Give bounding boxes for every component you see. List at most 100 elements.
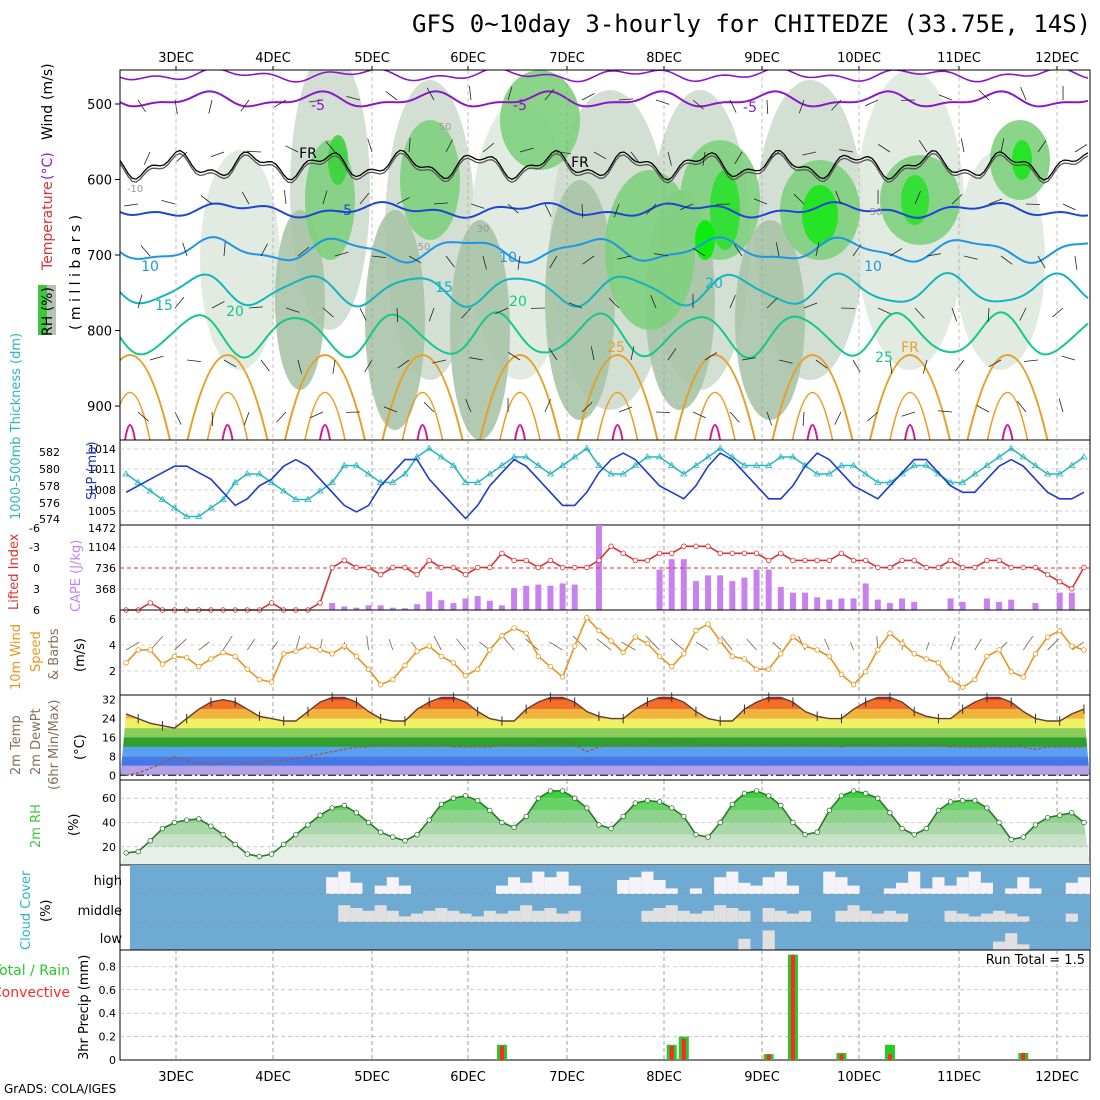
wind-units-label: (m/s)	[73, 638, 88, 672]
y-tick-label: 8	[109, 750, 116, 763]
lifted-index-line-point	[511, 557, 517, 564]
wind-speed-line-point	[365, 666, 372, 672]
wind-barb	[1016, 400, 1027, 413]
lifted-index-line-point	[1032, 564, 1039, 571]
y-tick-label: 368	[95, 583, 116, 596]
rh2m-line-point	[717, 819, 723, 826]
thickness-line-point	[122, 470, 130, 477]
wind-barb	[426, 87, 435, 101]
thickness-line-point	[825, 470, 834, 477]
thickness-line-point	[279, 487, 288, 494]
wind-barb	[767, 151, 780, 161]
cloud-block	[1017, 944, 1030, 950]
wind-barb	[285, 307, 300, 313]
cape-bar	[814, 597, 821, 610]
y-tick-label: 0	[33, 562, 40, 575]
rh2m-line-point	[523, 813, 529, 820]
cape-bar	[850, 598, 857, 610]
y-tick-label: 60	[102, 792, 116, 805]
cloud-block	[508, 877, 521, 894]
rh2m-line-point	[1044, 814, 1051, 821]
wind-barb	[1020, 86, 1027, 101]
wind-barb	[433, 202, 448, 205]
wind-barb	[988, 359, 1002, 368]
thickness-line-point	[849, 461, 858, 468]
lifted-index-line-point	[899, 557, 905, 564]
wind-speed-line-point	[341, 643, 348, 649]
temp-units-label: (°C)	[73, 734, 88, 760]
isotherm-35	[416, 424, 429, 440]
thickness-line-point	[473, 478, 482, 485]
freezing-line	[120, 152, 1089, 184]
wind-speed-line-point	[571, 643, 578, 649]
lifted-index-line-point	[765, 557, 772, 564]
temp-band	[120, 699, 1090, 710]
thickness-line-point	[1007, 444, 1015, 451]
thickness-line-point	[607, 470, 615, 477]
isotherm-label: 15	[435, 280, 453, 296]
cape-bar	[341, 606, 348, 610]
wind-barb	[211, 411, 214, 427]
cloud-block	[447, 910, 460, 922]
wind-speed-line-point	[935, 660, 942, 666]
lifted-index-line-point	[729, 550, 736, 557]
thickness-line-point	[316, 487, 324, 494]
wind-barb	[1000, 138, 1005, 153]
wind-barb	[423, 401, 435, 413]
rh2m-line-point	[620, 813, 626, 820]
thickness-line-point	[740, 461, 749, 468]
isotherm-label: 25	[875, 350, 893, 366]
wind-speed-line-point	[196, 663, 202, 670]
wind-barb	[408, 255, 422, 264]
precip-conv-bar	[499, 1045, 504, 1060]
lifted-index-line-point	[668, 550, 675, 557]
thickness-line-point	[461, 478, 470, 485]
isotherm-25	[966, 354, 1049, 440]
wind-barb	[850, 641, 854, 651]
rh2m-line-point	[984, 805, 990, 811]
wind-barb	[309, 99, 324, 103]
isotherm-label: -5	[513, 98, 527, 114]
thickness-line-point	[1068, 461, 1076, 468]
cloud-block	[944, 885, 957, 894]
cape-bar	[523, 585, 530, 610]
thickness-line-point	[328, 478, 336, 485]
thickness-line-point	[764, 461, 773, 468]
isotherm-35	[611, 424, 624, 440]
wind-barb	[581, 93, 595, 101]
isotherm-25	[479, 354, 561, 440]
bottom-day-label: 5DEC	[354, 1070, 390, 1085]
wind-barb	[310, 411, 324, 419]
wind-speed-line-point	[171, 653, 178, 660]
pressure-tick-label: 700	[87, 249, 112, 264]
y-tick-label: 574	[39, 513, 60, 526]
thickness-line-point	[995, 453, 1003, 460]
cloud-block	[544, 908, 557, 922]
wind-barb	[271, 641, 278, 651]
precip-conv-bar	[887, 1054, 892, 1060]
lifted-index-line-point	[462, 571, 469, 578]
wind-speed-line-point	[947, 676, 954, 683]
wind-barb	[1022, 635, 1034, 651]
wind-speed-line-point	[802, 643, 808, 649]
wind-barb	[508, 352, 521, 361]
rh2m-line-point	[414, 831, 420, 838]
wind-speed-line-point	[1032, 651, 1039, 657]
isotherm-30	[889, 391, 931, 440]
lifted-index-line-point	[596, 557, 602, 564]
wind-speed-line-point	[1069, 643, 1075, 649]
lifted-index-line-point	[1020, 564, 1027, 571]
isotherm-35	[709, 424, 721, 440]
isotherm-label: 20	[509, 294, 527, 310]
cloud-bg	[130, 865, 1090, 950]
rh2m-line-point	[341, 802, 348, 809]
isotherm-label: 20	[226, 304, 244, 320]
temp-line	[125, 696, 1085, 729]
rh2m-line-point	[535, 795, 542, 801]
isotherm-15	[120, 271, 1089, 308]
y-tick-label: 2	[109, 665, 116, 678]
lifted-index-line-point	[693, 543, 699, 549]
wind-speed-line-point	[305, 643, 311, 649]
wind-barb	[385, 91, 398, 101]
wind-barb	[729, 99, 737, 113]
